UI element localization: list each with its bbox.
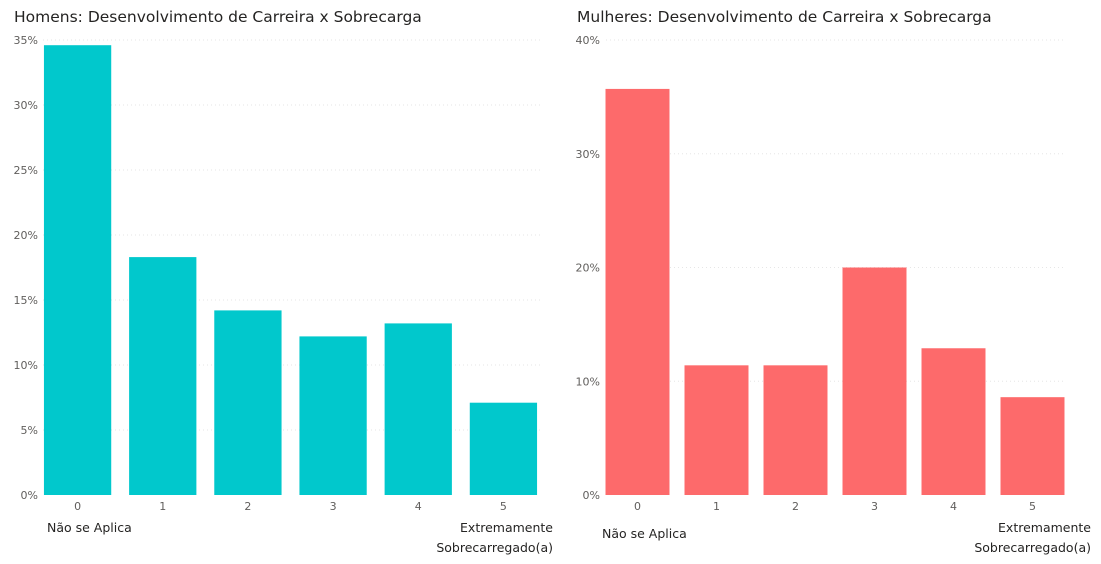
y-tick-label: 15% — [14, 294, 38, 307]
bar[interactable] — [605, 88, 670, 495]
x-low-label: Não se Aplica — [602, 526, 687, 541]
y-tick-label: 35% — [14, 34, 38, 47]
bar[interactable] — [921, 348, 986, 495]
bar[interactable] — [214, 310, 282, 495]
x-high-label-line-1: Extremamente — [998, 520, 1091, 535]
x-high-label-line-2: Sobrecarregado(a) — [436, 540, 553, 555]
y-tick-label: 25% — [14, 164, 38, 177]
bar[interactable] — [43, 45, 112, 495]
chart-title: Mulheres: Desenvolvimento de Carreira x … — [577, 8, 992, 26]
bar[interactable] — [1000, 397, 1065, 495]
x-high-label-line-1: Extremamente — [460, 520, 553, 535]
y-tick-label: 20% — [576, 262, 600, 275]
x-tick-label: 2 — [244, 500, 251, 513]
chart-women: Mulheres: Desenvolvimento de Carreira x … — [560, 0, 1101, 564]
bar[interactable] — [299, 336, 367, 495]
bar[interactable] — [763, 365, 828, 495]
chart-title: Homens: Desenvolvimento de Carreira x So… — [14, 8, 422, 26]
x-tick-label: 1 — [713, 500, 720, 513]
bar[interactable] — [684, 365, 749, 495]
x-high-label-line-2: Sobrecarregado(a) — [974, 540, 1091, 555]
x-tick-label: 2 — [792, 500, 799, 513]
y-tick-label: 20% — [14, 229, 38, 242]
x-tick-label: 3 — [871, 500, 878, 513]
y-tick-label: 0% — [583, 489, 600, 502]
bar[interactable] — [129, 257, 197, 495]
bar[interactable] — [842, 267, 907, 496]
y-tick-label: 40% — [576, 34, 600, 47]
chart-men-plot: 0% 5% 10% 15% 20% 25% 30% 35% 0 1 2 3 4 5 — [14, 34, 540, 513]
bar[interactable] — [384, 323, 452, 495]
x-tick-label: 0 — [74, 500, 81, 513]
chart-men: Homens: Desenvolvimento de Carreira x So… — [14, 8, 553, 558]
bar[interactable] — [469, 402, 538, 495]
y-tick-label: 30% — [14, 99, 38, 112]
y-tick-label: 30% — [576, 148, 600, 161]
x-tick-label: 4 — [415, 500, 422, 513]
x-tick-label: 0 — [634, 500, 641, 513]
x-tick-label: 3 — [330, 500, 337, 513]
y-tick-label: 10% — [576, 375, 600, 388]
x-tick-label: 5 — [1029, 500, 1036, 513]
chart-women-plot: 0% 10% 20% 30% 40% 0 1 2 3 4 5 — [576, 34, 1065, 513]
x-low-label: Não se Aplica — [47, 520, 132, 535]
y-tick-label: 0% — [21, 489, 38, 502]
x-high-label: Extremamente Sobrecarregado(a) — [974, 518, 1091, 558]
y-tick-label: 10% — [14, 359, 38, 372]
x-tick-label: 5 — [500, 500, 507, 513]
x-tick-label: 1 — [159, 500, 166, 513]
y-tick-label: 5% — [21, 424, 38, 437]
x-tick-label: 4 — [950, 500, 957, 513]
x-high-label: Extremamente Sobrecarregado(a) — [436, 518, 553, 558]
